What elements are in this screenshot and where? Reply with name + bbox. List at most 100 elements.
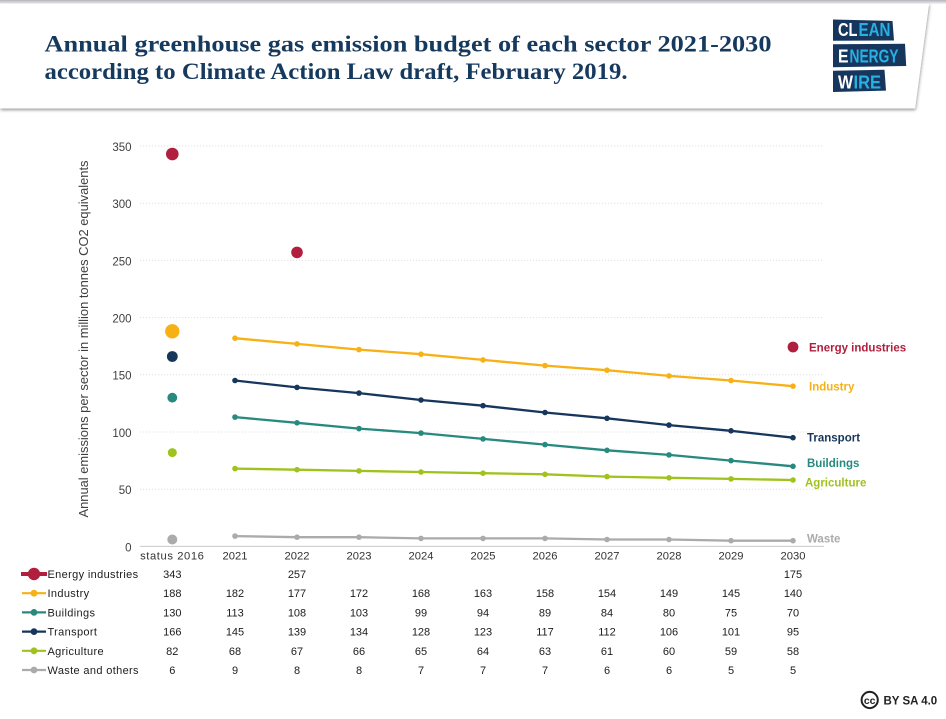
svg-text:Buildings: Buildings (807, 458, 859, 470)
svg-text:Waste: Waste (807, 533, 840, 545)
svg-text:150: 150 (112, 371, 131, 383)
svg-text:9: 9 (232, 665, 238, 677)
svg-text:99: 99 (415, 607, 427, 619)
svg-text:CL: CL (838, 19, 858, 40)
svg-text:166: 166 (163, 627, 181, 639)
svg-text:145: 145 (722, 588, 740, 600)
svg-text:350: 350 (112, 142, 131, 154)
svg-text:Annual greenhouse gas emission: Annual greenhouse gas emission budget of… (45, 32, 772, 57)
svg-text:75: 75 (725, 607, 737, 619)
svg-text:5: 5 (790, 665, 796, 677)
svg-text:NERGY: NERGY (850, 46, 899, 67)
svg-text:300: 300 (112, 199, 131, 211)
svg-text:103: 103 (350, 607, 368, 619)
svg-text:112: 112 (598, 627, 616, 639)
svg-text:Industry: Industry (809, 382, 855, 394)
svg-text:158: 158 (536, 588, 554, 600)
svg-text:140: 140 (784, 588, 802, 600)
svg-text:128: 128 (412, 627, 430, 639)
svg-text:Agriculture: Agriculture (48, 646, 104, 658)
svg-text:BY SA 4.0: BY SA 4.0 (884, 695, 938, 707)
svg-text:2025: 2025 (471, 551, 496, 563)
svg-text:Waste and others: Waste and others (48, 665, 140, 677)
svg-text:163: 163 (474, 588, 492, 600)
svg-text:84: 84 (601, 607, 613, 619)
svg-text:2024: 2024 (409, 551, 434, 563)
svg-text:2022: 2022 (285, 551, 310, 563)
svg-text:188: 188 (163, 588, 181, 600)
svg-text:172: 172 (350, 588, 368, 600)
svg-text:2026: 2026 (533, 551, 558, 563)
svg-text:343: 343 (163, 569, 181, 581)
svg-text:64: 64 (477, 646, 489, 658)
svg-text:61: 61 (601, 646, 613, 658)
svg-text:2027: 2027 (595, 551, 620, 563)
svg-text:149: 149 (660, 588, 678, 600)
svg-text:65: 65 (415, 646, 427, 658)
svg-text:182: 182 (226, 588, 244, 600)
svg-text:Industry: Industry (48, 588, 90, 600)
svg-text:63: 63 (539, 646, 551, 658)
svg-text:6: 6 (604, 665, 610, 677)
svg-text:68: 68 (229, 646, 241, 658)
svg-text:123: 123 (474, 627, 492, 639)
svg-text:58: 58 (787, 646, 799, 658)
svg-text:67: 67 (291, 646, 303, 658)
svg-text:IRE: IRE (854, 71, 882, 92)
svg-text:60: 60 (663, 646, 675, 658)
svg-text:2021: 2021 (223, 551, 248, 563)
svg-text:cc: cc (864, 695, 876, 707)
svg-text:7: 7 (480, 665, 486, 677)
svg-text:2023: 2023 (347, 551, 372, 563)
svg-text:117: 117 (536, 627, 554, 639)
svg-text:130: 130 (163, 607, 181, 619)
svg-text:Transport: Transport (48, 627, 98, 639)
svg-text:175: 175 (784, 569, 802, 581)
svg-text:2029: 2029 (719, 551, 744, 563)
svg-text:W: W (838, 71, 853, 92)
svg-text:Annual emissions per sector in: Annual emissions per sector in million t… (76, 160, 91, 517)
svg-text:154: 154 (598, 588, 616, 600)
svg-text:134: 134 (350, 627, 368, 639)
svg-text:113: 113 (226, 607, 244, 619)
svg-text:108: 108 (288, 607, 306, 619)
svg-text:94: 94 (477, 607, 489, 619)
svg-text:168: 168 (412, 588, 430, 600)
svg-text:Transport: Transport (807, 433, 860, 445)
svg-text:100: 100 (112, 428, 131, 440)
svg-text:Agriculture: Agriculture (805, 477, 866, 489)
svg-text:Energy industries: Energy industries (48, 569, 139, 581)
svg-text:106: 106 (660, 627, 678, 639)
svg-text:7: 7 (418, 665, 424, 677)
svg-text:7: 7 (542, 665, 548, 677)
svg-text:145: 145 (226, 627, 244, 639)
svg-text:139: 139 (288, 627, 306, 639)
svg-text:101: 101 (722, 627, 740, 639)
svg-text:80: 80 (663, 607, 675, 619)
svg-text:E: E (838, 46, 849, 67)
svg-text:0: 0 (125, 542, 131, 554)
svg-text:89: 89 (539, 607, 551, 619)
svg-text:82: 82 (166, 646, 178, 658)
svg-text:according to Climate Action La: according to Climate Action Law draft, F… (45, 59, 628, 84)
svg-text:6: 6 (169, 665, 175, 677)
svg-text:250: 250 (112, 256, 131, 268)
svg-text:Buildings: Buildings (48, 607, 96, 619)
svg-text:2028: 2028 (657, 551, 682, 563)
svg-text:8: 8 (294, 665, 300, 677)
svg-text:95: 95 (787, 627, 799, 639)
svg-text:EAN: EAN (859, 19, 891, 40)
svg-text:status 2016: status 2016 (140, 551, 204, 563)
svg-text:70: 70 (787, 607, 799, 619)
svg-text:2030: 2030 (781, 551, 806, 563)
svg-text:6: 6 (666, 665, 672, 677)
svg-text:50: 50 (119, 485, 132, 497)
svg-text:66: 66 (353, 646, 365, 658)
svg-text:257: 257 (288, 569, 306, 581)
svg-text:5: 5 (728, 665, 734, 677)
svg-text:Energy industries: Energy industries (809, 343, 906, 355)
svg-text:177: 177 (288, 588, 306, 600)
svg-text:59: 59 (725, 646, 737, 658)
svg-text:200: 200 (112, 314, 131, 326)
svg-text:8: 8 (356, 665, 362, 677)
